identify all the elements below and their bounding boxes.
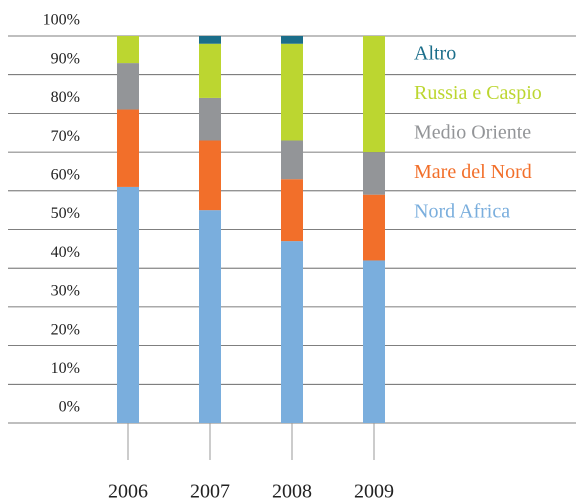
bar-segment bbox=[363, 36, 385, 153]
legend-label: Medio Oriente bbox=[414, 122, 531, 144]
y-tick-label: 40% bbox=[51, 244, 80, 261]
y-tick-label: 0% bbox=[59, 399, 80, 416]
bar-segment bbox=[281, 43, 303, 141]
y-tick-label: 60% bbox=[51, 166, 80, 183]
y-tick-label: 90% bbox=[51, 50, 80, 67]
y-tick-label: 10% bbox=[51, 360, 80, 377]
bar-segment bbox=[199, 43, 221, 98]
bar-segment bbox=[363, 260, 385, 423]
bar-segment bbox=[199, 97, 221, 141]
legend-label: Altro bbox=[414, 43, 456, 65]
legend-label: Nord Africa bbox=[414, 201, 510, 223]
bar-segment bbox=[363, 194, 385, 261]
y-tick-label: 100% bbox=[43, 12, 80, 29]
legend-label: Mare del Nord bbox=[414, 161, 532, 183]
x-tick-label: 2008 bbox=[272, 481, 312, 502]
bar-segment bbox=[281, 179, 303, 242]
bar-segment bbox=[117, 63, 139, 110]
x-tick-label: 2006 bbox=[108, 481, 148, 502]
bar-segment bbox=[363, 152, 385, 195]
y-tick-label: 20% bbox=[51, 321, 80, 338]
x-tick-label: 2009 bbox=[354, 481, 394, 502]
y-tick-label: 50% bbox=[51, 205, 80, 222]
bar-segment bbox=[199, 140, 221, 211]
y-tick-label: 80% bbox=[51, 89, 80, 106]
bar-segment bbox=[281, 36, 303, 44]
bar-segment bbox=[281, 140, 303, 180]
y-tick-label: 30% bbox=[51, 283, 80, 300]
bar-segment bbox=[117, 36, 139, 64]
x-tick-label: 2007 bbox=[190, 481, 230, 502]
y-tick-label: 70% bbox=[51, 128, 80, 145]
legend-label: Russia e Caspio bbox=[414, 82, 542, 104]
bar-segment bbox=[117, 186, 139, 423]
bar-segment bbox=[281, 241, 303, 423]
bar-segment bbox=[117, 109, 139, 187]
bar-segment bbox=[199, 210, 221, 423]
bar-segment bbox=[199, 36, 221, 44]
